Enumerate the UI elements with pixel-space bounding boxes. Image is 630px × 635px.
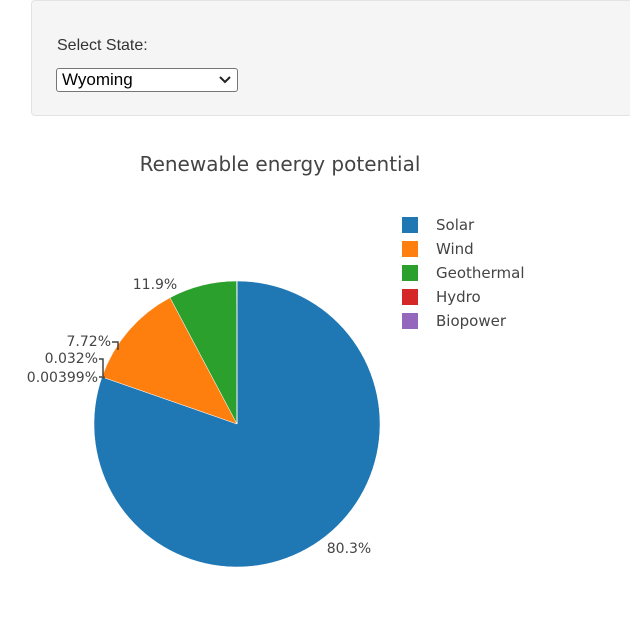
legend-item-wind[interactable]: Wind (402, 237, 525, 261)
legend-label: Biopower (436, 312, 506, 330)
legend-item-solar[interactable]: Solar (402, 213, 525, 237)
pie-slice-solar[interactable] (93, 280, 381, 568)
legend-label: Hydro (436, 288, 481, 306)
legend-label: Geothermal (436, 264, 525, 282)
legend-swatch (402, 241, 418, 257)
legend-item-geothermal[interactable]: Geothermal (402, 261, 525, 285)
slice-label-hydro: 0.032% (45, 351, 98, 367)
select-state-label: Select State: (57, 37, 148, 54)
leader-line-geothermal (112, 341, 119, 350)
chart-legend: Solar Wind Geothermal Hydro Biopower (402, 213, 525, 333)
legend-swatch (402, 265, 418, 281)
slice-label-geothermal: 7.72% (67, 334, 111, 350)
legend-label: Solar (436, 216, 475, 234)
legend-swatch (402, 313, 418, 329)
chevron-down-icon (219, 76, 231, 84)
legend-swatch (402, 289, 418, 305)
legend-swatch (402, 217, 418, 233)
slice-label-solar: 80.3% (327, 541, 371, 557)
legend-item-hydro[interactable]: Hydro (402, 285, 525, 309)
slice-label-biopower: 0.00399% (27, 370, 98, 386)
slice-label-wind: 11.9% (133, 277, 177, 293)
state-selector-panel: Select State: Wyoming (31, 0, 630, 116)
legend-item-biopower[interactable]: Biopower (402, 309, 525, 333)
leader-line-hydro (99, 358, 104, 376)
leader-line-biopower (99, 376, 105, 379)
chart-title: Renewable energy potential (139, 152, 421, 176)
state-select-value: Wyoming (62, 70, 133, 89)
state-select[interactable]: Wyoming (56, 68, 238, 92)
legend-label: Wind (436, 240, 474, 258)
